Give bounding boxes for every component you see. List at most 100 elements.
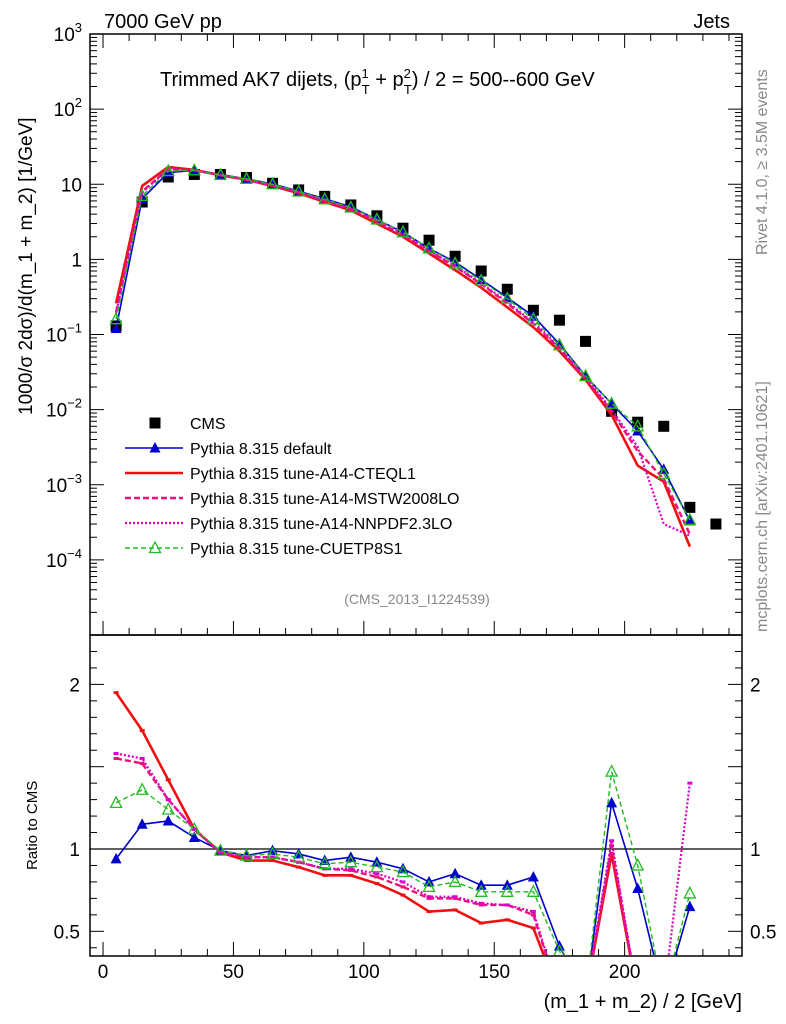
data-point-cms: [632, 416, 644, 428]
data-point-cuetp: [187, 162, 201, 176]
data-point-default: [110, 322, 122, 334]
legend-label-mstw: Pythia 8.315 tune-A14-MSTW2008LO: [190, 491, 459, 508]
data-point-cuetp: [396, 224, 410, 238]
data-point-cuetp: [631, 418, 645, 432]
ratio-point-cuetp: [553, 943, 566, 955]
ratio-series-cuetp: [109, 764, 697, 955]
plot-title: Trimmed AK7 dijets, (p1 T + p2 T) / 2 = 50…: [160, 66, 595, 97]
legend-item-mstw: Pythia 8.315 tune-A14-MSTW2008LO: [125, 491, 459, 508]
ratio-point-cuetp: [474, 884, 488, 897]
legend-item-nnpdf: Pythia 8.315 tune-A14-NNPDF2.3LO: [125, 516, 452, 533]
legend-item-cms: CMS: [149, 416, 226, 433]
ratio-y-tick-labels: 2 2 1 1 0.5 0.5: [54, 675, 777, 943]
legend-label-cuetp: Pythia 8.315 tune-CUETP8S1: [190, 541, 403, 558]
ratio-line-cuetp: [115, 771, 691, 955]
ratio-tick-label-right: 0.5: [750, 922, 776, 943]
y-tick-label: 1: [71, 250, 82, 271]
legend-item-cteql1: Pythia 8.315 tune-A14-CTEQL1: [125, 466, 416, 483]
main-y-axis-title: 1000/σ 2dσ)/d(m_1 + m_2) [1/GeV]: [16, 117, 37, 415]
ratio-point-cuetp: [239, 848, 254, 861]
ratio-point-cuetp: [187, 821, 201, 835]
ratio-series-layer: [109, 691, 697, 955]
ratio-point-default: [136, 818, 148, 829]
series-line-nnpdf: [115, 168, 691, 537]
y-tick-label: 103: [54, 20, 82, 46]
x-tick-labels: 0 50 100 150 200: [98, 962, 641, 983]
data-point-cms: [423, 234, 435, 246]
legend-item-default: Pythia 8.315 default: [125, 441, 332, 458]
ratio-line-mstw: [115, 757, 632, 955]
data-point-cms: [684, 501, 696, 513]
axis-ticks: [90, 34, 742, 956]
ratio-point-default: [684, 900, 696, 912]
ratio-point-cuetp: [396, 864, 410, 878]
process-label: Jets: [693, 11, 730, 33]
data-point-cuetp: [239, 171, 254, 184]
ratio-tick-label-right: 1: [750, 840, 761, 861]
y-tick-label: 10: [61, 175, 82, 196]
ratio-point-cuetp: [526, 884, 540, 897]
data-point-cuetp: [161, 163, 175, 177]
ratio-point-cuetp: [631, 858, 645, 871]
x-tick-label: 0: [98, 962, 109, 983]
ratio-y-axis-title: Ratio to CMS: [24, 781, 41, 870]
main-series-layer: [109, 162, 722, 548]
x-tick-label: 200: [609, 962, 641, 983]
legend-label-cms: CMS: [190, 416, 226, 433]
data-point-cms: [580, 335, 592, 347]
data-point-cuetp: [605, 396, 619, 409]
data-point-cms: [658, 420, 670, 432]
ratio-series-nnpdf: [113, 752, 693, 955]
ratio-point-cuetp: [344, 854, 358, 868]
ratio-line-nnpdf: [115, 752, 691, 955]
series-nnpdf: [115, 168, 691, 537]
mcplots-reference-label: mcplots.cern.ch [arXiv:2401.10621]: [754, 381, 771, 632]
ratio-series-cteql1: [113, 691, 632, 955]
data-point-cms: [501, 283, 513, 295]
ratio-point-cuetp: [448, 874, 462, 888]
ratio-point-cuetp: [161, 802, 175, 815]
ratio-tick-label-left: 2: [69, 675, 80, 696]
ratio-point-cuetp: [500, 884, 514, 897]
ratio-point-default: [606, 796, 618, 808]
legend-label-cteql1: Pythia 8.315 tune-A14-CTEQL1: [190, 466, 416, 483]
ratio-point-default: [527, 870, 539, 882]
y-tick-label: 10−1: [46, 321, 82, 347]
data-point-cuetp: [344, 200, 358, 213]
data-point-cuetp: [213, 167, 227, 181]
legend-label-nnpdf: Pythia 8.315 tune-A14-NNPDF2.3LO: [190, 516, 452, 533]
ratio-tick-label-left: 1: [69, 840, 80, 861]
ratio-point-cuetp: [213, 843, 227, 856]
legend-label-default: Pythia 8.315 default: [190, 441, 332, 458]
ratio-point-default: [110, 852, 122, 864]
ratio-point-cuetp: [370, 859, 384, 873]
ratio-tick-label-left: 0.5: [54, 922, 80, 943]
data-point-cuetp: [448, 256, 462, 269]
ratio-point-cuetp: [265, 846, 280, 860]
data-point-cuetp: [265, 176, 280, 190]
x-tick-label: 50: [223, 962, 244, 983]
data-point-cuetp: [109, 311, 123, 325]
ratio-plot-frame: [89, 634, 743, 957]
x-tick-label: 150: [478, 962, 510, 983]
data-point-default: [684, 514, 696, 526]
data-point-cuetp: [526, 311, 540, 325]
data-point-cms: [710, 518, 722, 530]
ratio-series-mstw: [113, 756, 632, 955]
data-point-cuetp: [318, 191, 332, 205]
data-point-cuetp: [578, 368, 593, 382]
data-point-cuetp: [552, 337, 567, 351]
data-point-cuetp: [683, 512, 697, 526]
x-tick-label: 100: [348, 962, 380, 983]
data-point-cuetp: [422, 240, 436, 254]
y-tick-label: 10−2: [46, 396, 82, 422]
ratio-point-cuetp: [683, 886, 697, 899]
beam-label: 7000 GeV pp: [104, 11, 222, 33]
ratio-tick-label-right: 2: [750, 675, 761, 696]
legend-marker-default: [149, 442, 161, 453]
ratio-point-cuetp: [422, 879, 436, 893]
main-plot-frame: [89, 33, 743, 636]
ratio-point-cuetp: [135, 782, 149, 795]
